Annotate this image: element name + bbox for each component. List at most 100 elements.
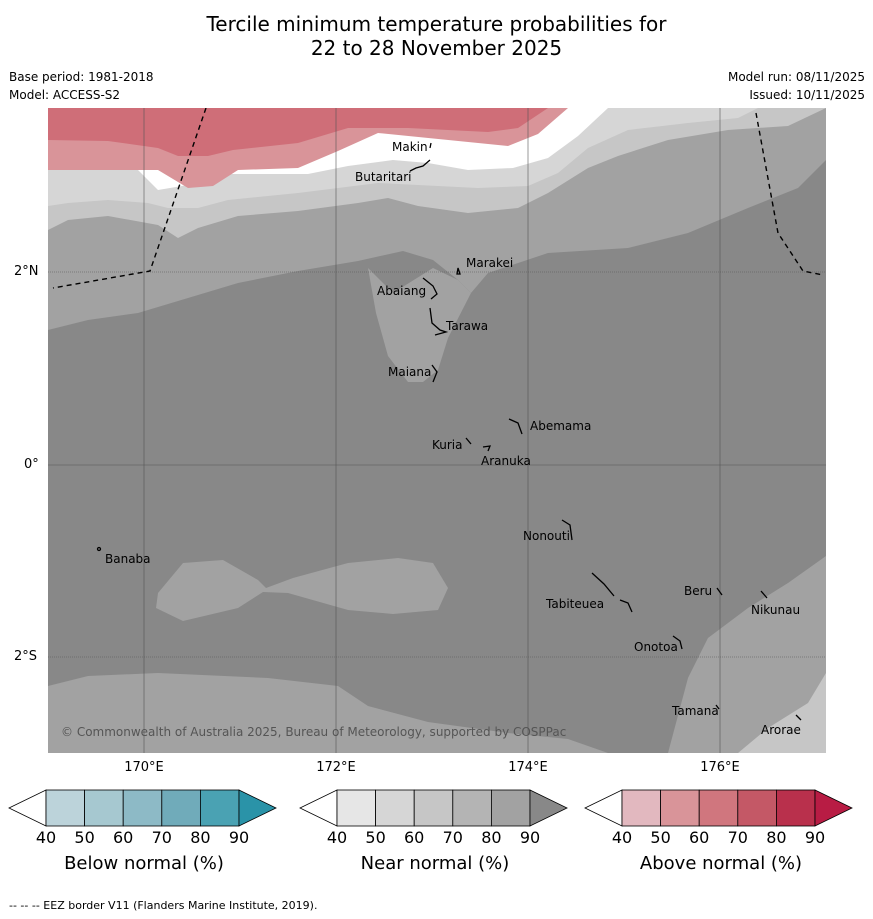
colorbar-near-title: Near normal (%) (360, 853, 510, 874)
colorbar-below-tick: 60 (113, 828, 134, 847)
colorbar-near-segment (336, 789, 376, 827)
island-outlines (96, 142, 802, 721)
colorbar-near-under-triangle (299, 789, 338, 827)
colorbar-above-segment (775, 789, 816, 827)
lat-label-0: 0° (24, 457, 39, 472)
island-nikunau (760, 590, 768, 599)
label-maiana: Maiana (388, 365, 431, 379)
colorbar-above-tick: 40 (611, 828, 633, 847)
island-makin (429, 142, 432, 149)
label-nikunau: Nikunau (751, 603, 800, 617)
issued-date: Issued: 10/11/2025 (749, 88, 865, 102)
label-tarawa: Tarawa (445, 319, 488, 333)
probability-map: Makin Butaritari Marakei Abaiang Tarawa … (48, 108, 826, 753)
island-butaritari (409, 159, 431, 172)
colorbar-above-tick: 70 (727, 828, 748, 847)
colorbar-near-over-triangle (529, 789, 568, 827)
island-abemama (508, 418, 523, 435)
above-70-region (48, 108, 548, 156)
colorbar-below-tick: 70 (151, 828, 172, 847)
title-line-1: Tercile minimum temperature probabilitie… (206, 12, 667, 36)
label-tabiteuea: Tabiteuea (545, 597, 604, 611)
colorbar-above-segment (621, 789, 661, 827)
island-marakei (456, 267, 461, 275)
near-80-region-patch (156, 558, 448, 621)
colorbar-below-segment (199, 789, 240, 827)
label-makin: Makin (392, 140, 428, 154)
colorbar-near-tick: 70 (442, 828, 463, 847)
label-tamana: Tamana (671, 704, 719, 718)
lat-label-2s: 2°S (14, 649, 38, 664)
colorbar-above-segment (737, 789, 777, 827)
colorbar-below (8, 789, 277, 827)
label-marakei: Marakei (466, 256, 513, 270)
title-line-2: 22 to 28 November 2025 (310, 36, 563, 60)
colorbar-above-tick: 90 (804, 828, 826, 847)
graticule (48, 108, 826, 753)
island-tarawa (429, 307, 449, 336)
label-abemama: Abemama (530, 419, 591, 433)
island-tamana (715, 704, 720, 710)
label-arorae: Arorae (761, 723, 801, 737)
colorbar-above-tick: 60 (689, 828, 710, 847)
island-banaba (96, 546, 102, 552)
near-70-region-southeast (738, 673, 826, 753)
colorbar-above-title: Above normal (%) (639, 853, 803, 874)
colorbar-below-under-triangle (8, 789, 47, 827)
island-tabiteuea-north (591, 572, 615, 597)
colorbar-above-tick: 80 (766, 828, 787, 847)
chart-title: Tercile minimum temperature probabilitie… (0, 12, 873, 60)
model-name: Model: ACCESS-S2 (9, 88, 121, 102)
label-abaiang: Abaiang (377, 284, 426, 298)
colorbar-above-over-triangle (814, 789, 853, 827)
colorbar-near-segment (413, 789, 454, 827)
island-arorae (795, 714, 802, 721)
colorbar-near-segment (375, 789, 415, 827)
colorbar-above-segment (660, 789, 700, 827)
colorbar-near (299, 789, 568, 827)
base-period: Base period: 1981-2018 (9, 70, 154, 84)
colorbar-above (584, 789, 853, 827)
colorbar-below-segment (45, 789, 85, 827)
colorbar-below-tick: 50 (74, 828, 95, 847)
island-beru (716, 587, 723, 596)
near-80-region-south (48, 673, 608, 753)
label-beru: Beru (684, 584, 712, 598)
island-onotoa (672, 635, 683, 650)
colorbar-near-tick: 40 (326, 828, 348, 847)
island-aranuka (482, 445, 492, 452)
lon-label-170e: 170°E (124, 760, 164, 775)
label-aranuka: Aranuka (481, 454, 531, 468)
colorbar-near-tick: 60 (404, 828, 425, 847)
colorbar-near-segment (452, 789, 492, 827)
label-kuria: Kuria (432, 438, 463, 452)
colorbar-above-segment (698, 789, 739, 827)
lon-label-174e: 174°E (508, 760, 548, 775)
eez-border (52, 108, 824, 289)
colorbar-below-tick: 40 (35, 828, 57, 847)
colorbar-below-tick: 90 (228, 828, 250, 847)
island-abaiang (422, 277, 438, 300)
colorbar-below-over-triangle (238, 789, 277, 827)
colorbar-above-under-triangle (584, 789, 623, 827)
near-80-region-tongue (368, 268, 471, 382)
label-onotoa: Onotoa (634, 640, 678, 654)
colorbar-near-tick: 90 (519, 828, 541, 847)
copyright-notice: © Commonwealth of Australia 2025, Bureau… (61, 725, 566, 739)
lat-label-2n: 2°N (14, 264, 39, 279)
island-maiana (431, 364, 438, 383)
island-tabiteuea-south (619, 599, 633, 613)
colorbar-below-segment (161, 789, 201, 827)
near-80-region-southeast (668, 556, 826, 753)
model-run: Model run: 08/11/2025 (727, 70, 865, 84)
label-nonouti: Nonouti (523, 529, 570, 543)
label-butaritari: Butaritari (355, 170, 412, 184)
colorbar-below-title: Below normal (%) (64, 853, 224, 874)
lon-label-172e: 172°E (316, 760, 356, 775)
colorbar-above-tick: 50 (650, 828, 671, 847)
island-nonouti (561, 519, 573, 541)
colorbar-near-tick: 50 (365, 828, 386, 847)
label-banaba: Banaba (105, 552, 151, 566)
place-labels: Makin Butaritari Marakei Abaiang Tarawa … (105, 140, 801, 737)
colorbar-near-tick: 80 (481, 828, 502, 847)
